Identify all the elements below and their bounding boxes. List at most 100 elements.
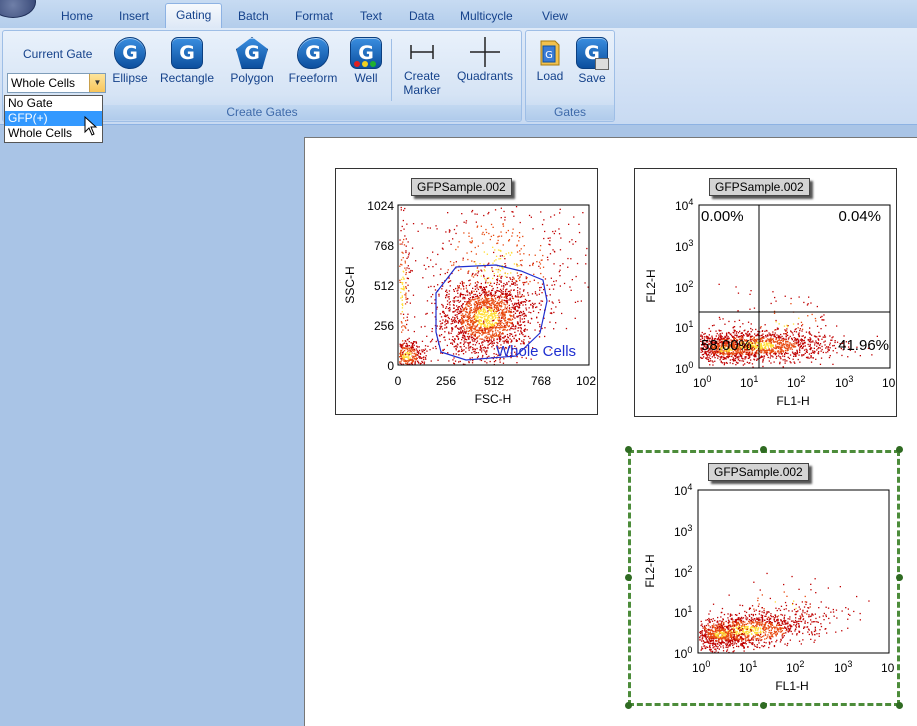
y-tick-label: 104	[674, 482, 692, 498]
y-axis-label: FL2-H	[643, 554, 657, 587]
quadrant-ur-percent: 0.04%	[838, 208, 881, 225]
dot-plot-fsc-ssc[interactable]: Whole Cells 0 256 512 768 1024 0 256 512…	[335, 168, 598, 415]
y-tick-label: 101	[675, 319, 693, 335]
y-tick-label: 512	[374, 279, 394, 293]
gates-group: G Load G Save Gates	[525, 30, 615, 122]
rectangle-button[interactable]: G Rectangle	[157, 37, 217, 85]
plot-title: GFPSample.002	[411, 178, 512, 196]
tab-format[interactable]: Format	[285, 5, 343, 27]
x-tick-label: 0	[395, 374, 402, 388]
tab-multicycle[interactable]: Multicycle	[450, 5, 523, 27]
well-label: Well	[345, 71, 387, 85]
resize-handle[interactable]	[625, 574, 632, 581]
rectangle-gate-icon: G	[171, 37, 203, 69]
quadrants-icon	[468, 37, 502, 67]
x-tick-label: 102	[787, 374, 805, 390]
plot-canvas: 0.00% 0.04% 58.00% 41.96% 100 101 102 103 10…	[635, 169, 896, 416]
y-tick-label: 100	[674, 645, 692, 661]
y-tick-label: 104	[675, 197, 693, 213]
x-tick-label: 102	[576, 374, 596, 388]
resize-handle[interactable]	[896, 702, 903, 709]
save-gate-icon: G	[576, 37, 608, 69]
quadrant-ul-percent: 0.00%	[701, 208, 744, 225]
mouse-cursor-icon	[84, 116, 98, 139]
x-tick-label: 102	[786, 659, 804, 675]
y-axis-label: SSC-H	[343, 266, 357, 303]
y-axis-label: FL2-H	[644, 269, 658, 302]
x-tick-label: 101	[740, 374, 758, 390]
well-button[interactable]: G Well	[345, 37, 387, 85]
plot-title: GFPSample.002	[709, 178, 810, 196]
quadrant-lr-percent: 41.96%	[838, 337, 889, 354]
well-gate-icon: G	[350, 37, 382, 69]
freeform-label: Freeform	[285, 71, 341, 85]
tab-gating[interactable]: Gating	[165, 3, 222, 30]
x-axis-label: FL1-H	[776, 394, 809, 408]
freeform-button[interactable]: G Freeform	[285, 37, 341, 85]
load-label: Load	[530, 69, 570, 83]
tab-data[interactable]: Data	[399, 5, 444, 27]
quadrants-button[interactable]: Quadrants	[453, 37, 517, 83]
load-button[interactable]: G Load	[530, 37, 570, 83]
ribbon-tab-bar: Home Insert Gating Batch Format Text Dat…	[0, 0, 917, 28]
save-label: Save	[572, 71, 612, 85]
resize-handle[interactable]	[896, 446, 903, 453]
tab-home[interactable]: Home	[51, 5, 103, 27]
x-tick-label: 10	[882, 376, 896, 390]
create-marker-label: Create Marker	[397, 69, 447, 97]
current-gate-label: Current Gate	[23, 47, 92, 61]
y-tick-label: 102	[675, 279, 693, 295]
x-tick-label: 100	[693, 374, 711, 390]
x-tick-label: 103	[834, 659, 852, 675]
quadrant-ll-percent: 58.00%	[701, 337, 752, 354]
ellipse-button[interactable]: G Ellipse	[107, 37, 153, 85]
gates-group-label: Gates	[526, 105, 614, 120]
y-tick-label: 0	[387, 359, 394, 373]
quadrants-label: Quadrants	[453, 69, 517, 83]
polygon-button[interactable]: G Polygon	[227, 37, 277, 85]
y-tick-label: 102	[674, 564, 692, 580]
dropdown-option-no-gate[interactable]: No Gate	[5, 96, 102, 111]
x-axis-label: FSC-H	[475, 392, 512, 406]
x-tick-label: 768	[531, 374, 551, 388]
y-tick-label: 100	[675, 360, 693, 376]
y-tick-label: 256	[374, 319, 394, 333]
create-marker-button[interactable]: Create Marker	[397, 37, 447, 97]
marker-icon	[405, 37, 439, 67]
chevron-down-icon[interactable]: ▼	[89, 74, 105, 92]
x-tick-label: 101	[739, 659, 757, 675]
y-tick-label: 103	[675, 238, 693, 254]
tab-text[interactable]: Text	[350, 5, 392, 27]
resize-handle[interactable]	[760, 446, 767, 453]
save-button[interactable]: G Save	[572, 37, 612, 85]
resize-handle[interactable]	[760, 702, 767, 709]
freeform-gate-icon: G	[297, 37, 329, 69]
tab-insert[interactable]: Insert	[109, 5, 159, 27]
resize-handle[interactable]	[896, 574, 903, 581]
ribbon-separator	[391, 39, 392, 101]
ellipse-gate-icon: G	[114, 37, 146, 69]
resize-handle[interactable]	[625, 702, 632, 709]
gate-label: Whole Cells	[496, 343, 576, 360]
x-axis-label: FL1-H	[775, 679, 808, 693]
tab-batch[interactable]: Batch	[228, 5, 279, 27]
resize-handle[interactable]	[625, 446, 632, 453]
tab-view[interactable]: View	[532, 5, 578, 27]
y-tick-label: 101	[674, 604, 692, 620]
y-tick-label: 103	[674, 523, 692, 539]
plot-canvas: Whole Cells 0 256 512 768 1024 0 256 512…	[336, 169, 597, 414]
dot-plot-quadrants[interactable]: 0.00% 0.04% 58.00% 41.96% 100 101 102 103 10…	[634, 168, 897, 417]
y-tick-label: 1024	[367, 199, 394, 213]
ellipse-label: Ellipse	[107, 71, 153, 85]
current-gate-value: Whole Cells	[11, 76, 75, 90]
application-orb-icon[interactable]	[0, 0, 36, 18]
x-tick-label: 512	[484, 374, 504, 388]
folder-icon: G	[533, 37, 567, 67]
polygon-gate-icon: G	[236, 37, 268, 69]
plot-title: GFPSample.002	[708, 463, 809, 481]
y-tick-label: 768	[374, 239, 394, 253]
x-tick-label: 10	[881, 661, 895, 675]
current-gate-select[interactable]: Whole Cells ▼	[7, 73, 106, 93]
x-tick-label: 100	[692, 659, 710, 675]
